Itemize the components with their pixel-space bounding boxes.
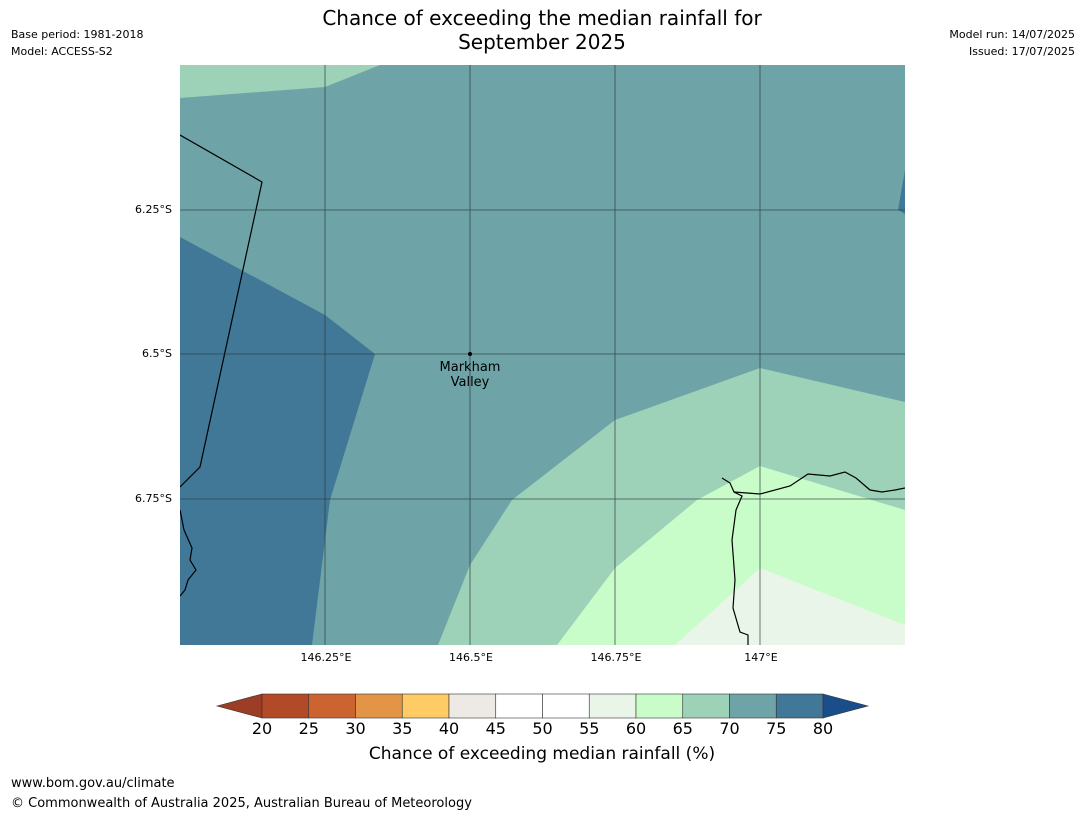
longitude-label: 146.25°E	[300, 651, 352, 664]
colorbar-segments	[261, 693, 824, 719]
title-line-2: September 2025	[458, 30, 626, 54]
longitude-label: 147°E	[744, 651, 778, 664]
colorbar-segment	[588, 693, 637, 719]
region-75-80-west	[180, 237, 375, 645]
colorbar-tick-label: 20	[251, 719, 273, 738]
colorbar-segment	[682, 693, 730, 719]
river-line	[721, 477, 749, 645]
place-name-line-1: Markham	[439, 360, 501, 375]
base-period-text: Base period: 1981-2018	[11, 28, 144, 41]
graticule	[180, 65, 905, 645]
colorbar-extend-low	[215, 693, 263, 719]
colorbar-segment	[401, 693, 450, 719]
latitude-label: 6.5°S	[142, 347, 172, 360]
map-panel[interactable]	[180, 65, 905, 645]
coastline-west	[180, 509, 197, 597]
colorbar-tick-label: 45	[485, 719, 506, 738]
colorbar-segment	[261, 693, 310, 719]
colorbar-segment	[775, 693, 824, 719]
colorbar-tick-label: 25	[298, 719, 319, 738]
place-name-line-2: Valley	[450, 375, 490, 390]
colorbar-extend-high	[822, 693, 870, 719]
colorbar-tick-label: 60	[625, 719, 647, 738]
longitude-label: 146.5°E	[449, 651, 493, 664]
colorbar-tick-label: 80	[812, 719, 834, 738]
title-line-1: Chance of exceeding the median rainfall …	[322, 6, 762, 30]
colorbar-title: Chance of exceeding median rainfall (%)	[368, 744, 716, 764]
colorbar-tick-label: 30	[345, 719, 366, 738]
colorbar-segment	[729, 693, 777, 719]
colorbar-tick-label: 75	[766, 719, 787, 738]
latitude-label: 6.25°S	[135, 203, 172, 216]
footer: www.bom.gov.au/climate © Commonwealth of…	[11, 774, 472, 814]
model-run-text: Model run: 14/07/2025	[949, 28, 1075, 41]
footer-copyright: © Commonwealth of Australia 2025, Austra…	[11, 796, 472, 811]
footer-url[interactable]: www.bom.gov.au/climate	[11, 776, 175, 791]
latitude-label: 6.75°S	[135, 492, 172, 505]
colorbar-tick-label: 35	[392, 719, 413, 738]
issued-text: Issued: 17/07/2025	[968, 45, 1075, 58]
markham-valley-marker[interactable]	[468, 352, 472, 356]
border-line	[180, 134, 263, 488]
colorbar-tick-label: 50	[532, 719, 553, 738]
colorbar-segment	[635, 693, 684, 719]
longitude-label: 146.75°E	[590, 651, 642, 664]
colorbar-segment	[355, 693, 403, 719]
model-text: Model: ACCESS-S2	[11, 45, 113, 58]
colorbar-tick-label: 40	[438, 719, 460, 738]
colorbar-segment	[448, 693, 497, 719]
map-title: Chance of exceeding the median rainfall …	[242, 6, 842, 54]
region-65-70-north	[180, 65, 380, 98]
meta-right: Model run: 14/07/2025 Issued: 17/07/2025	[949, 26, 1075, 60]
meta-left: Base period: 1981-2018 Model: ACCESS-S2	[11, 26, 143, 60]
colorbar-segment	[495, 693, 543, 719]
colorbar-segment	[542, 693, 590, 719]
colorbar-segment	[308, 693, 356, 719]
colorbar-tick-label: 65	[672, 719, 693, 738]
place-label-markham-valley[interactable]: Markham Valley	[420, 360, 520, 390]
colorbar-tick-label: 55	[579, 719, 600, 738]
region-75-80-east	[898, 170, 905, 214]
region-55-60	[675, 568, 905, 645]
colorbar-tick-label: 70	[719, 719, 740, 738]
colorbar	[215, 693, 870, 719]
coastline-east	[733, 471, 905, 495]
